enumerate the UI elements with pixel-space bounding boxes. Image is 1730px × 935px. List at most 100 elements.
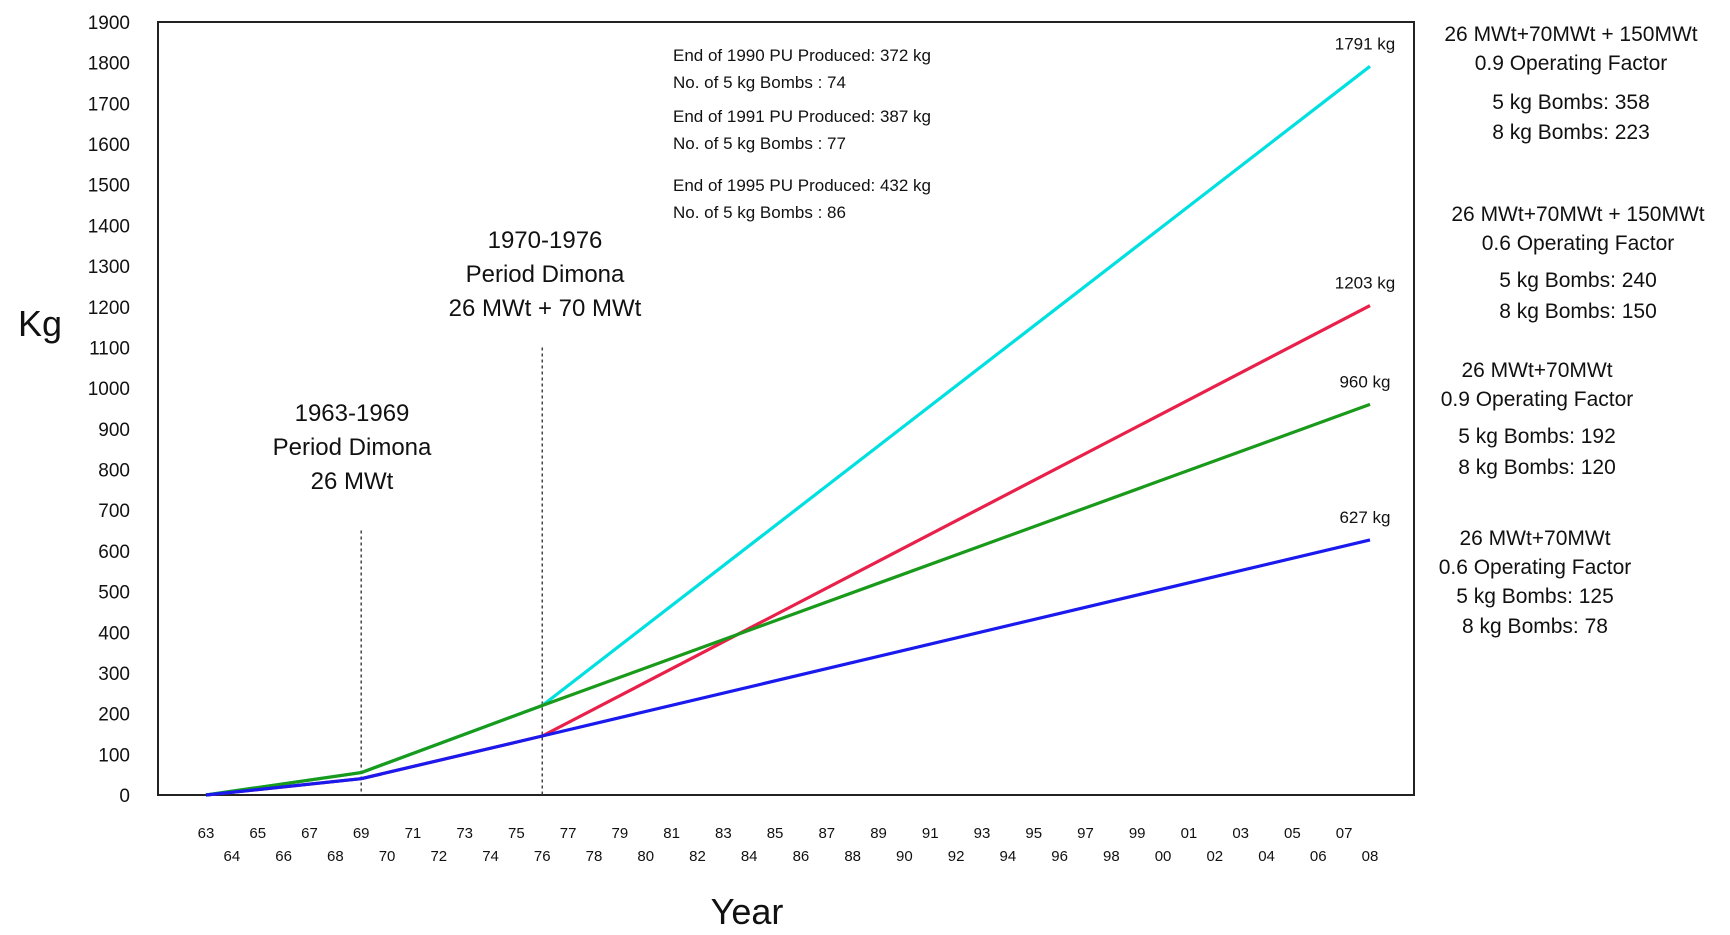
- y-tick-label: 1800: [88, 54, 130, 75]
- scenario-label: 26 MWt+70MWt + 150MWt: [1451, 203, 1704, 226]
- series-end-label: 1791 kg: [1335, 34, 1396, 53]
- x-tick-label: 98: [1103, 848, 1120, 865]
- scenario-label: 5 kg Bombs: 358: [1492, 91, 1650, 114]
- series-end-label: 1203 kg: [1335, 274, 1396, 293]
- series-end-labels: 1791 kg 1203 kg 960 kg 627 kg: [1335, 34, 1396, 527]
- annotation-note: End of 1995 PU Produced: 432 kg: [673, 176, 931, 195]
- x-tick-label: 00: [1155, 848, 1172, 865]
- y-tick-label: 400: [98, 623, 130, 644]
- y-tick-label: 1500: [88, 176, 130, 197]
- x-tick-label: 74: [482, 848, 499, 865]
- x-tick-label: 03: [1232, 825, 1249, 842]
- y-axis-title: Kg: [18, 303, 62, 344]
- scenario-labels: 26 MWt+70MWt + 150MWt 0.9 Operating Facto…: [1439, 23, 1705, 638]
- x-tick-label: 97: [1077, 825, 1094, 842]
- y-tick-label: 1600: [88, 135, 130, 156]
- y-tick-label: 200: [98, 705, 130, 726]
- x-tick-label: 84: [741, 848, 758, 865]
- annotation-note: No. of 5 kg Bombs : 74: [673, 73, 846, 92]
- x-tick-label: 94: [1000, 848, 1017, 865]
- x-tick-label: 79: [612, 825, 629, 842]
- annotation-notes: End of 1990 PU Produced: 372 kg No. of 5 …: [673, 46, 931, 222]
- x-tick-label: 72: [430, 848, 447, 865]
- x-tick-label: 83: [715, 825, 732, 842]
- scenario-label: 8 kg Bombs: 223: [1492, 121, 1650, 144]
- scenario-label: 26 MWt+70MWt: [1459, 527, 1610, 550]
- y-tick-label: 800: [98, 461, 130, 482]
- x-tick-label: 01: [1181, 825, 1198, 842]
- x-tick-label: 99: [1129, 825, 1146, 842]
- annotation-note: End of 1991 PU Produced: 387 kg: [673, 107, 931, 126]
- x-tick-label: 67: [301, 825, 318, 842]
- period-label: Period Dimona: [273, 434, 432, 461]
- x-tick-label: 85: [767, 825, 784, 842]
- x-tick-label: 68: [327, 848, 344, 865]
- scenario-label: 5 kg Bombs: 125: [1456, 585, 1614, 608]
- x-tick-label: 73: [456, 825, 473, 842]
- x-tick-label: 81: [663, 825, 680, 842]
- x-tick-label: 05: [1284, 825, 1301, 842]
- scenario-label: 5 kg Bombs: 240: [1499, 269, 1657, 292]
- x-tick-label: 93: [974, 825, 991, 842]
- x-tick-label: 82: [689, 848, 706, 865]
- x-tick-label: 86: [793, 848, 810, 865]
- x-tick-label: 63: [198, 825, 215, 842]
- series-lines: [205, 65, 1371, 797]
- x-tick-label: 71: [405, 825, 422, 842]
- x-tick-label: 77: [560, 825, 577, 842]
- scenario-label: 8 kg Bombs: 150: [1499, 300, 1657, 323]
- period-label: 1970-1976: [488, 227, 603, 254]
- x-tick-label: 02: [1206, 848, 1223, 865]
- period-markers: 1963-1969 Period Dimona 26 MWt 1970-1976 Per…: [273, 227, 642, 795]
- x-tick-label: 96: [1051, 848, 1068, 865]
- x-tick-label: 70: [379, 848, 396, 865]
- y-tick-label: 100: [98, 745, 130, 766]
- series-end-label: 960 kg: [1339, 372, 1390, 391]
- x-tick-label: 91: [922, 825, 939, 842]
- x-tick-label: 80: [637, 848, 654, 865]
- x-tick-label: 90: [896, 848, 913, 865]
- x-tick-label: 95: [1025, 825, 1042, 842]
- x-tick-label: 08: [1362, 848, 1379, 865]
- y-tick-label: 1200: [88, 298, 130, 319]
- y-tick-label: 500: [98, 583, 130, 604]
- scenario-label: 8 kg Bombs: 78: [1462, 615, 1608, 638]
- x-tick-label: 78: [586, 848, 603, 865]
- scenario-label: 0.6 Operating Factor: [1439, 556, 1632, 579]
- annotation-note: No. of 5 kg Bombs : 86: [673, 203, 846, 222]
- scenario-label: 26 MWt+70MWt + 150MWt: [1444, 23, 1697, 46]
- y-tick-label: 600: [98, 542, 130, 563]
- scenario-label: 8 kg Bombs: 120: [1458, 456, 1616, 479]
- period-label: 26 MWt + 70 MWt: [449, 295, 642, 322]
- x-tick-labels: 63 64 65 66 67 68 69 70 71 72 73 74 75 76 77 78 79 80 81 82…: [198, 825, 1379, 865]
- y-tick-label: 1400: [88, 216, 130, 237]
- y-tick-label: 1000: [88, 379, 130, 400]
- x-tick-label: 64: [224, 848, 241, 865]
- x-tick-label: 89: [870, 825, 887, 842]
- x-tick-label: 06: [1310, 848, 1327, 865]
- series-end-label: 627 kg: [1339, 508, 1390, 527]
- x-tick-label: 87: [818, 825, 835, 842]
- x-tick-label: 92: [948, 848, 965, 865]
- y-tick-label: 900: [98, 420, 130, 441]
- series-line: [205, 538, 1371, 797]
- x-tick-label: 69: [353, 825, 370, 842]
- x-tick-label: 04: [1258, 848, 1275, 865]
- scenario-label: 26 MWt+70MWt: [1461, 359, 1612, 382]
- series-line: [205, 402, 1371, 797]
- y-tick-label: 300: [98, 664, 130, 685]
- scenario-label: 5 kg Bombs: 192: [1458, 425, 1616, 448]
- y-tick-label: 0: [119, 786, 130, 807]
- scenario-label: 0.9 Operating Factor: [1475, 52, 1668, 75]
- y-tick-label: 1300: [88, 257, 130, 278]
- annotation-note: End of 1990 PU Produced: 372 kg: [673, 46, 931, 65]
- period-label: 1963-1969: [295, 400, 410, 427]
- x-tick-label: 65: [249, 825, 266, 842]
- x-tick-label: 07: [1336, 825, 1353, 842]
- x-tick-label: 66: [275, 848, 292, 865]
- x-tick-label: 75: [508, 825, 525, 842]
- y-tick-label: 1100: [89, 338, 130, 359]
- y-tick-label: 1700: [88, 94, 130, 115]
